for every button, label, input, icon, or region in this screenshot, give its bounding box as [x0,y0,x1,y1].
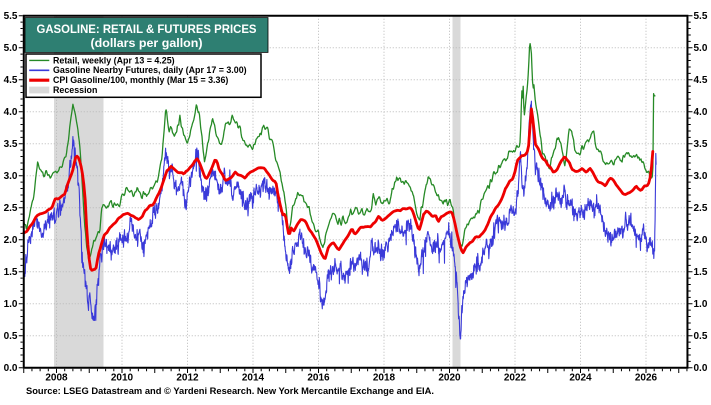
svg-text:2014: 2014 [242,373,265,384]
svg-text:2026: 2026 [635,373,658,384]
svg-text:0.5: 0.5 [4,331,18,342]
svg-text:3.5: 3.5 [694,139,708,150]
svg-text:3.5: 3.5 [4,139,18,150]
svg-text:Recession: Recession [53,85,97,95]
svg-text:2020: 2020 [438,373,461,384]
svg-text:2024: 2024 [569,373,592,384]
svg-text:Gasoline Nearby Futures, daily: Gasoline Nearby Futures, daily (Apr 17 =… [53,65,247,75]
svg-text:CPI Gasoline/100, monthly (Mar: CPI Gasoline/100, monthly (Mar 15 = 3.36… [53,75,228,85]
svg-text:2.0: 2.0 [694,235,708,246]
svg-text:1.5: 1.5 [4,267,18,278]
svg-text:4.0: 4.0 [4,107,18,118]
svg-text:2010: 2010 [111,373,134,384]
svg-text:(dollars per gallon): (dollars per gallon) [91,36,203,50]
svg-text:5.5: 5.5 [4,11,18,22]
svg-text:2018: 2018 [373,373,396,384]
svg-text:GASOLINE: RETAIL & FUTURES PRI: GASOLINE: RETAIL & FUTURES PRICES [37,22,257,36]
svg-text:1.0: 1.0 [4,299,18,310]
svg-text:2008: 2008 [45,373,68,384]
svg-text:0.0: 0.0 [4,363,18,374]
svg-text:3.0: 3.0 [4,171,18,182]
svg-text:Source: LSEG Datastream and ©: Source: LSEG Datastream and © Yardeni Re… [26,385,434,396]
svg-text:4.0: 4.0 [694,107,708,118]
svg-text:3.0: 3.0 [694,171,708,182]
svg-text:2022: 2022 [504,373,527,384]
svg-text:1.5: 1.5 [694,267,708,278]
svg-text:0.5: 0.5 [694,331,708,342]
svg-text:4.5: 4.5 [4,75,18,86]
svg-text:0.0: 0.0 [694,363,708,374]
svg-text:2012: 2012 [176,373,199,384]
svg-text:Retail, weekly (Apr 13 = 4.25): Retail, weekly (Apr 13 = 4.25) [53,55,175,65]
svg-text:5.5: 5.5 [694,11,708,22]
svg-text:2.5: 2.5 [694,203,708,214]
svg-text:2016: 2016 [307,373,330,384]
svg-text:4.5: 4.5 [694,75,708,86]
svg-text:5.0: 5.0 [4,43,18,54]
svg-text:1.0: 1.0 [694,299,708,310]
svg-text:5.0: 5.0 [694,43,708,54]
svg-text:2.5: 2.5 [4,203,18,214]
svg-text:2.0: 2.0 [4,235,18,246]
